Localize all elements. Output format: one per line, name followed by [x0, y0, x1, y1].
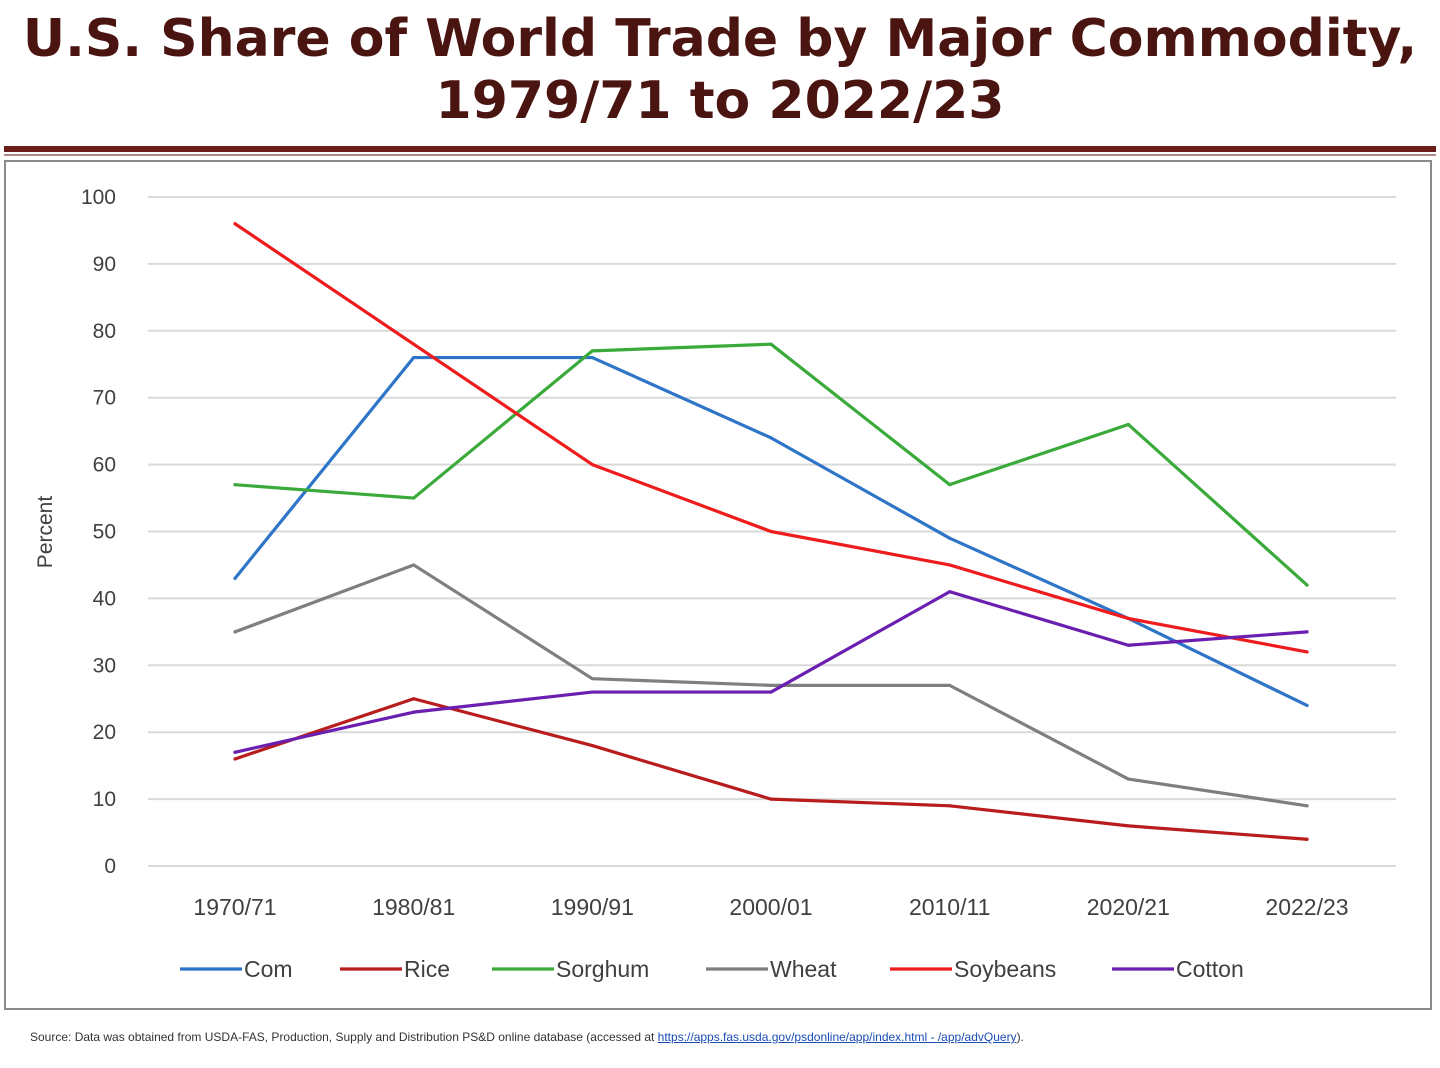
data-point-cotton-1970-71 [233, 750, 237, 754]
data-point-corn-1970-71 [233, 576, 237, 580]
data-point-rice-2010-11 [948, 804, 952, 808]
y-tick-label-80: 80 [93, 320, 116, 343]
data-point-soybeans-2022-23 [1305, 650, 1309, 654]
data-point-corn-2000-01 [769, 436, 773, 440]
source-link[interactable]: https://apps.fas.usda.gov/psdonline/app/… [657, 1030, 1017, 1044]
data-point-wheat-1980-81 [412, 563, 416, 567]
data-point-soybeans-2000-01 [769, 529, 773, 534]
data-point-sorghum-2020-21 [1126, 422, 1130, 427]
data-point-wheat-2010-11 [948, 683, 952, 687]
source-suffix: ). [1016, 1030, 1024, 1044]
data-point-rice-2020-21 [1126, 824, 1130, 828]
y-tick-label-50: 50 [93, 521, 116, 544]
data-point-wheat-2020-21 [1126, 777, 1130, 781]
source-text: Source: Data was obtained from USDA-FAS,… [30, 1030, 658, 1044]
data-point-cotton-1980-81 [412, 710, 416, 714]
legend-label-soybeans: Soybeans [954, 956, 1056, 982]
legend-item-sorghum: Sorghum [492, 956, 649, 982]
data-point-wheat-2022-23 [1305, 804, 1309, 808]
y-tick-label-0: 0 [104, 855, 116, 878]
source-note: Source: Data was obtained from USDA-FAS,… [30, 1030, 1024, 1044]
data-point-cotton-2000-01 [769, 690, 773, 694]
x-axis-tick-labels: 1970/71 1980/81 1990/91 2000/01 2010/11 2020/… [193, 894, 1348, 920]
data-point-rice-2000-01 [769, 797, 773, 801]
data-point-corn-2010-11 [948, 536, 952, 540]
legend-item-wheat: Wheat [706, 956, 837, 982]
data-point-wheat-1990-91 [590, 677, 594, 681]
series-line-cotton [233, 590, 1309, 754]
y-tick-label-70: 70 [93, 387, 116, 410]
chart-title: U.S. Share of World Trade by Major Commo… [0, 8, 1440, 132]
y-tick-label-10: 10 [93, 788, 116, 811]
legend-label-rice: Rice [404, 956, 450, 982]
data-point-cotton-1990-91 [590, 690, 594, 694]
y-axis-tick-labels: 0 10 20 30 40 50 60 70 80 90 100 [81, 186, 116, 878]
data-point-sorghum-2000-01 [769, 342, 773, 346]
y-tick-label-60: 60 [93, 454, 116, 477]
x-tick-label-2010-11: 2010/11 [909, 894, 990, 920]
data-point-cotton-2020-21 [1126, 643, 1130, 647]
y-tick-label-20: 20 [93, 721, 116, 744]
y-tick-label-40: 40 [93, 587, 116, 610]
data-point-rice-1970-71 [233, 757, 237, 761]
data-point-cotton-2022-23 [1305, 630, 1309, 634]
data-point-rice-2022-23 [1305, 837, 1309, 841]
x-tick-label-1970-71: 1970/71 [193, 894, 276, 920]
chart-title-line-1: U.S. Share of World Trade by Major Commo… [22, 9, 1418, 69]
y-tick-label-100: 100 [81, 186, 116, 209]
title-divider-thin [4, 154, 1436, 156]
chart-frame [4, 160, 1432, 1010]
data-point-soybeans-1990-91 [590, 463, 594, 467]
data-point-rice-1990-91 [590, 743, 594, 748]
legend-item-rice: Rice [340, 956, 450, 982]
chart-title-line-2: 1979/71 to 2022/23 [435, 71, 1005, 131]
legend-label-cotton: Cotton [1176, 956, 1244, 982]
legend-label-sorghum: Sorghum [556, 956, 649, 982]
series-line-rice [233, 697, 1309, 841]
data-point-soybeans-1970-71 [233, 222, 237, 226]
data-point-wheat-2000-01 [769, 683, 773, 687]
legend-item-cotton: Cotton [1112, 956, 1244, 982]
y-tick-label-90: 90 [93, 253, 116, 276]
y-axis-label: Percent [34, 496, 57, 569]
data-point-soybeans-2020-21 [1126, 616, 1130, 621]
data-point-sorghum-2022-23 [1305, 583, 1309, 587]
x-tick-label-2020-21: 2020/21 [1087, 894, 1170, 920]
title-divider-thick [4, 146, 1436, 152]
data-point-corn-1990-91 [590, 355, 594, 360]
x-tick-label-2022-23: 2022/23 [1265, 894, 1348, 920]
legend-label-corn: Com [244, 956, 293, 982]
data-point-soybeans-1980-81 [412, 342, 416, 346]
data-point-corn-1980-81 [412, 355, 416, 360]
data-point-sorghum-1970-71 [233, 483, 237, 487]
data-point-rice-1980-81 [412, 697, 416, 701]
x-tick-label-2000-01: 2000/01 [729, 894, 812, 920]
data-point-soybeans-2010-11 [948, 563, 952, 567]
legend-item-soybeans: Soybeans [890, 956, 1056, 982]
data-point-sorghum-2010-11 [948, 483, 952, 487]
legend-label-wheat: Wheat [770, 956, 837, 982]
data-point-corn-2022-23 [1305, 703, 1309, 708]
legend: Com Rice Sorghum Wheat Soybeans Cotton [180, 956, 1244, 982]
data-point-sorghum-1990-91 [590, 349, 594, 353]
x-tick-label-1990-91: 1990/91 [551, 894, 634, 920]
legend-item-corn: Com [180, 956, 293, 982]
data-point-cotton-2010-11 [948, 590, 952, 594]
x-tick-label-1980-81: 1980/81 [372, 894, 455, 920]
data-point-wheat-1970-71 [233, 630, 237, 634]
data-point-sorghum-1980-81 [412, 496, 416, 500]
series-lines [233, 222, 1309, 841]
y-tick-label-30: 30 [93, 654, 116, 677]
